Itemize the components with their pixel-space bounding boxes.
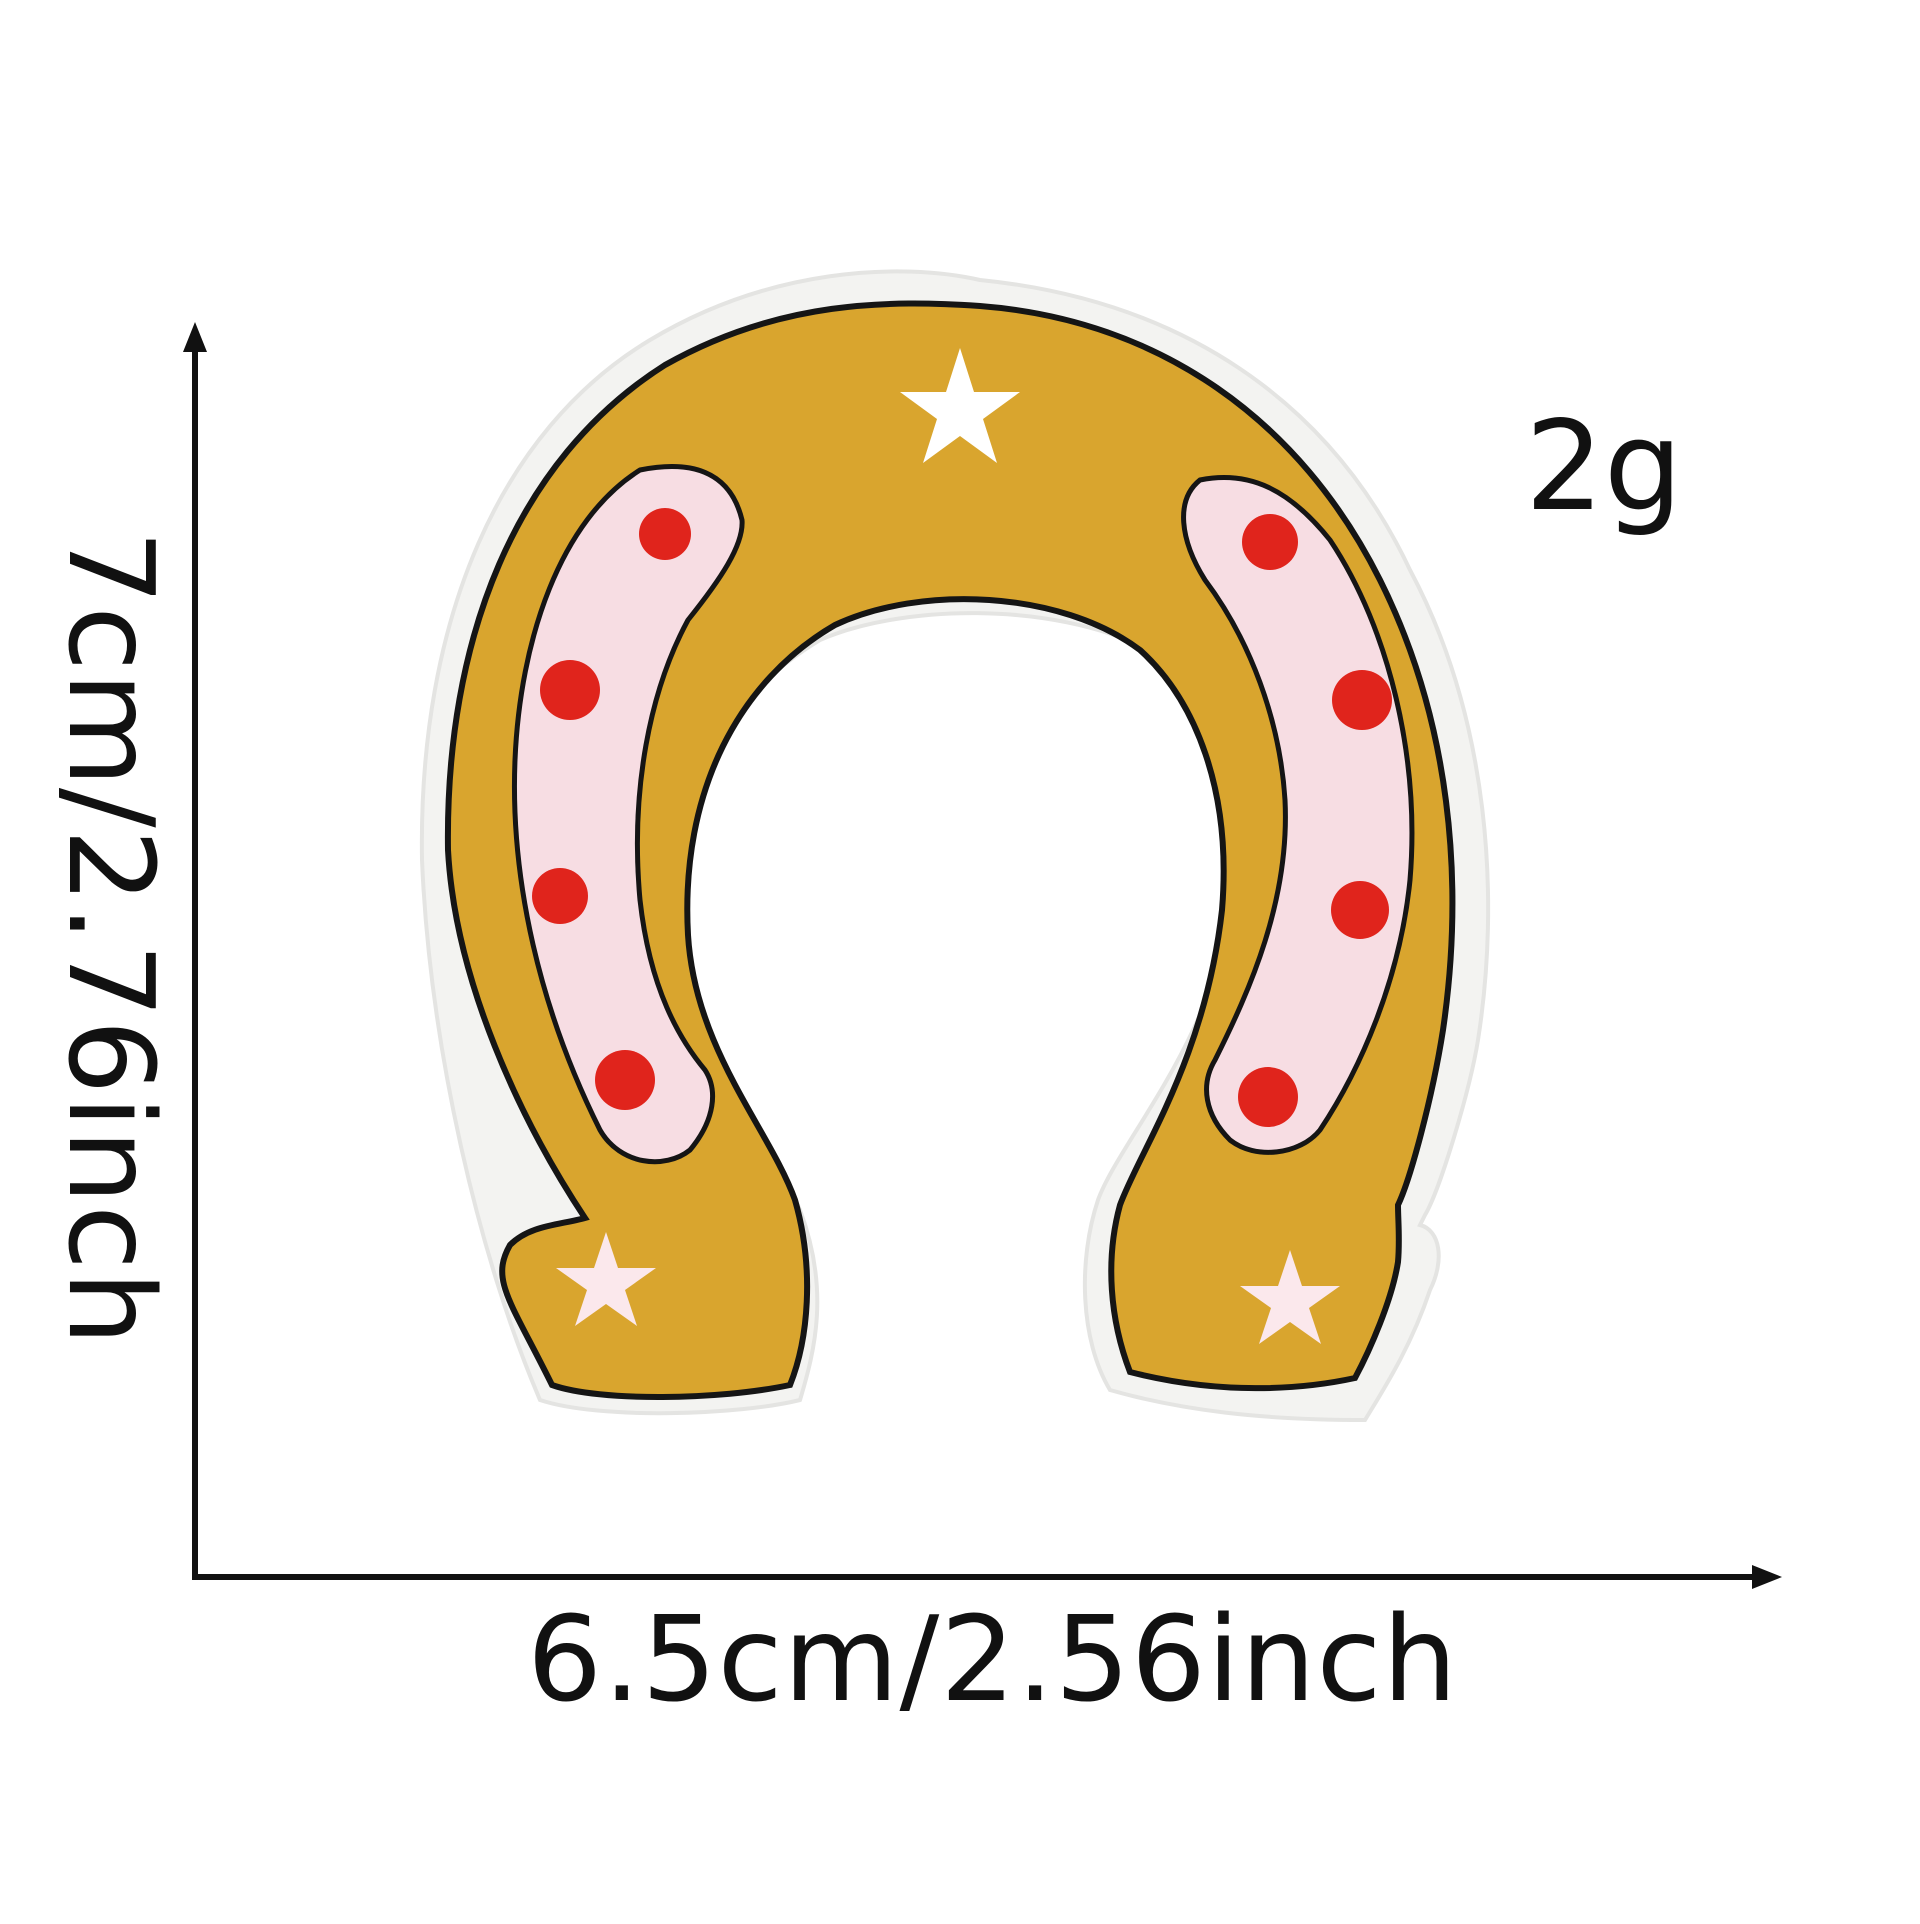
right-pink-strip [1181,475,1415,1155]
nail-hole [540,660,600,720]
left-star-icon [556,1232,656,1326]
horseshoe-patch-icon [419,269,1491,1423]
nail-holes [532,508,1392,1127]
nail-hole [639,508,691,560]
height-arrow-icon [183,322,207,352]
height-label: 7cm/2.76inch [42,530,180,1347]
weight-label: 2g [1525,395,1683,539]
nail-hole [532,868,588,924]
nail-hole [1238,1067,1298,1127]
nail-hole [595,1050,655,1110]
right-star-icon [1240,1250,1340,1344]
left-pink-strip [512,464,745,1165]
top-star-icon [900,348,1020,463]
width-label: 6.5cm/2.56inch [527,1590,1459,1728]
nail-hole [1242,514,1298,570]
nail-hole [1332,670,1392,730]
dimension-axes [183,322,1782,1589]
nail-hole [1331,881,1389,939]
width-arrow-icon [1752,1565,1782,1589]
